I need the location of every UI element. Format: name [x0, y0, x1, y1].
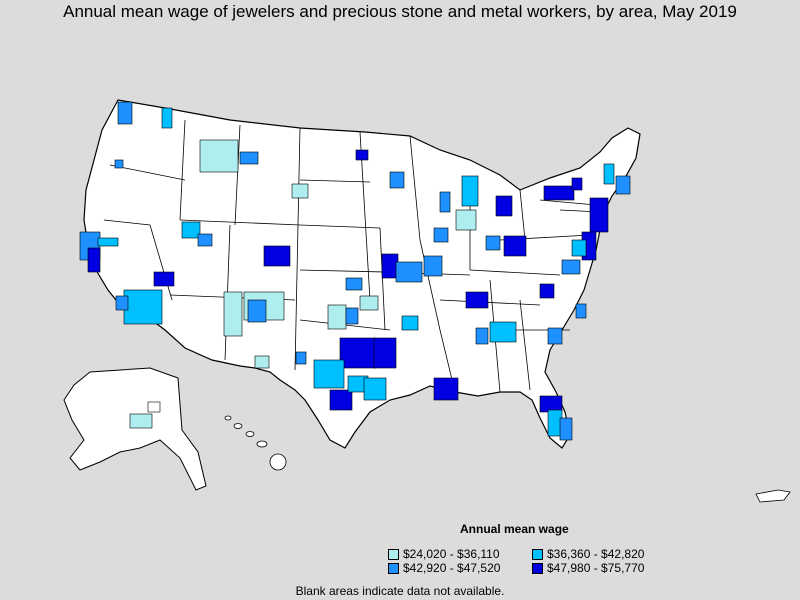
contiguous-us-shape — [83, 99, 641, 449]
legend-swatch-1 — [388, 548, 399, 560]
legend-item-3: $42,920 - $47,520 — [388, 561, 500, 575]
legend-swatch-4 — [532, 562, 543, 574]
alaska-shape — [63, 367, 207, 491]
legend-swatch-2 — [532, 548, 543, 560]
metro-areas — [79, 101, 631, 441]
footnote: Blank areas indicate data not available. — [295, 584, 505, 598]
map-title: Annual mean wage of jewelers and preciou… — [63, 2, 737, 21]
legend-swatch-3 — [388, 562, 399, 574]
legend-item-2: $36,360 - $42,820 — [532, 547, 644, 561]
legend-item-1: $24,020 - $36,110 — [388, 547, 500, 561]
legend-item-4: $47,980 - $75,770 — [532, 561, 644, 575]
hawaii-shape — [224, 415, 287, 471]
legend-title: Annual mean wage — [460, 522, 569, 536]
legend-label-1: $24,020 - $36,110 — [403, 547, 500, 561]
legend-label-4: $47,980 - $75,770 — [547, 561, 645, 575]
puerto-rico-shape — [755, 489, 791, 503]
legend-label-3: $42,920 - $47,520 — [403, 561, 501, 575]
legend-label-2: $36,360 - $42,820 — [547, 547, 645, 561]
